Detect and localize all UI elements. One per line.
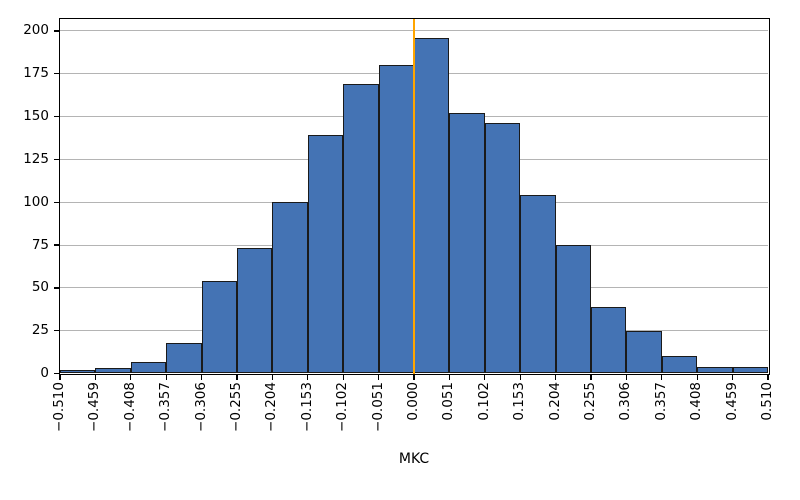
x-axis-tick — [342, 375, 344, 380]
histogram-bar — [732, 366, 768, 374]
x-axis-tick-label: −0.153 — [298, 381, 315, 432]
histogram-bar — [166, 342, 202, 374]
x-axis-tick-label: −0.459 — [86, 381, 103, 432]
y-axis-tick-label: 25 — [31, 322, 49, 339]
y-axis-tick-label: 150 — [23, 108, 49, 125]
x-axis-tick-label: −0.102 — [334, 381, 351, 432]
x-axis-tick-label: −0.051 — [369, 381, 386, 432]
x-axis-tick-label: 0.153 — [511, 381, 528, 421]
x-axis-tick — [59, 375, 61, 380]
y-axis-tick-label: 125 — [23, 150, 49, 167]
x-axis-tick — [94, 375, 97, 380]
histogram-bar — [95, 368, 131, 374]
x-axis-tick — [130, 375, 132, 380]
y-axis-tick — [53, 201, 59, 203]
histogram-bar — [130, 361, 167, 374]
x-axis-tick — [271, 375, 274, 380]
x-axis-tick — [625, 375, 628, 380]
x-axis-tick — [448, 375, 451, 380]
histogram-bar — [626, 330, 662, 374]
x-axis-tick-label: −0.204 — [263, 381, 280, 432]
x-axis-tick — [731, 375, 734, 380]
histogram-bar — [307, 135, 344, 374]
x-axis-tick-label: −0.408 — [121, 381, 138, 432]
histogram-bar — [449, 113, 485, 374]
y-axis-tick-label: 50 — [31, 279, 49, 296]
zero-reference-line — [412, 19, 416, 374]
x-axis-tick — [377, 375, 380, 380]
x-axis-tick-label: 0.051 — [440, 381, 457, 421]
y-axis-tick-label: 100 — [23, 193, 49, 210]
x-axis-tick-label: 0.102 — [475, 381, 492, 421]
histogram-bar — [378, 65, 414, 374]
histogram-bar — [697, 366, 733, 374]
y-axis-tick-label: 200 — [23, 22, 49, 39]
x-axis-tick — [307, 375, 309, 380]
x-axis-title: MKC — [398, 451, 430, 467]
x-axis-tick — [413, 375, 415, 380]
histogram-bar — [661, 356, 698, 374]
y-axis-tick — [53, 30, 59, 32]
histogram-bar — [591, 306, 627, 374]
histogram-bar — [272, 202, 308, 374]
y-axis-tick — [53, 244, 59, 246]
x-axis-tick-label: 0.510 — [759, 381, 775, 421]
x-axis-tick-label: −0.357 — [157, 381, 174, 432]
y-axis-tick — [53, 115, 59, 118]
x-axis-tick — [554, 375, 557, 380]
x-axis-tick — [767, 375, 769, 380]
x-axis-tick-label: 0.000 — [405, 381, 421, 421]
x-axis-tick-label: 0.459 — [723, 381, 740, 421]
y-axis-tick-label: 75 — [31, 236, 49, 253]
histogram-bar — [201, 281, 237, 374]
y-axis-tick — [53, 372, 59, 375]
x-axis-tick-label: −0.510 — [51, 381, 67, 432]
y-axis-tick — [53, 329, 59, 332]
x-axis-tick-label: 0.204 — [546, 381, 563, 421]
histogram-bar — [555, 245, 591, 374]
histogram-bar — [237, 248, 273, 374]
x-axis-tick-label: 0.408 — [688, 381, 705, 421]
x-axis-tick-label: −0.306 — [192, 381, 209, 432]
y-axis-tick — [53, 158, 59, 161]
histogram-bar — [414, 37, 450, 374]
y-axis-tick — [53, 287, 59, 289]
y-axis-tick — [53, 73, 59, 75]
y-axis-tick-label: 0 — [40, 365, 49, 381]
y-axis-tick-label: 175 — [23, 65, 49, 82]
histogram-bar — [343, 84, 379, 374]
x-axis-tick-label: 0.357 — [652, 381, 669, 421]
x-axis-tick — [165, 375, 167, 380]
histogram-bar — [60, 370, 96, 374]
x-axis-tick-label: −0.255 — [228, 381, 244, 432]
x-axis-tick — [696, 375, 698, 380]
histogram-bar — [484, 123, 521, 374]
x-axis-tick — [519, 375, 521, 380]
x-axis-tick-label: 0.255 — [582, 381, 598, 421]
x-axis-tick — [484, 375, 486, 380]
x-axis-tick — [200, 375, 203, 380]
histogram-bar — [520, 195, 556, 374]
x-axis-tick-label: 0.306 — [617, 381, 634, 421]
x-axis-tick — [590, 375, 592, 380]
x-axis-tick — [236, 375, 238, 380]
x-axis-tick — [661, 375, 663, 380]
